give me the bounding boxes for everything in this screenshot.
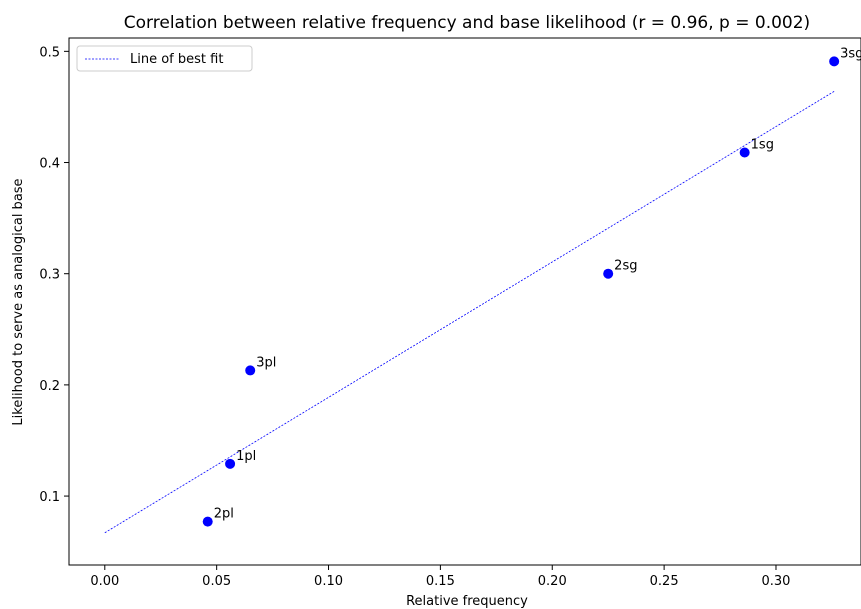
plot-area — [68, 37, 861, 566]
y-tick-label: 0.2 — [39, 379, 60, 394]
point-label-1sg: 1sg — [751, 138, 774, 153]
plot-frame — [68, 37, 861, 566]
y-tick-label: 0.5 — [39, 45, 60, 60]
x-tick-label: 0.05 — [202, 574, 231, 589]
x-tick-label: 0.10 — [314, 574, 343, 589]
legend-box — [76, 45, 253, 72]
point-label-3sg: 3sg — [840, 46, 861, 61]
data-point-2pl — [202, 516, 213, 527]
legend-label: Line of best fit — [130, 52, 223, 67]
data-point-2sg — [603, 268, 614, 279]
y-axis: 0.1 0.2 0.3 0.4 0.5 — [39, 45, 69, 505]
x-tick-label: 0.30 — [762, 574, 791, 589]
x-tick-label: 0.20 — [538, 574, 567, 589]
legend: Line of best fit — [76, 45, 253, 72]
point-label-3pl: 3pl — [256, 355, 276, 370]
y-tick-label: 0.1 — [39, 490, 60, 505]
data-point-3sg — [829, 56, 840, 67]
y-tick-label: 0.4 — [39, 157, 60, 172]
best-fit-line — [104, 91, 835, 534]
points-layer: 3sg 1sg 2sg 3pl 1pl 2pl — [202, 46, 861, 527]
fit-line-layer — [104, 91, 835, 534]
y-axis-label: Likelihood to serve as analogical base — [11, 178, 26, 425]
point-label-2sg: 2sg — [614, 259, 637, 274]
data-point-1sg — [739, 147, 750, 158]
point-label-2pl: 2pl — [214, 507, 234, 522]
data-point-1pl — [225, 458, 236, 469]
x-axis: 0.00 0.05 0.10 0.15 0.20 0.25 0.30 — [90, 565, 790, 589]
point-label-1pl: 1pl — [236, 449, 256, 464]
x-tick-label: 0.25 — [650, 574, 679, 589]
x-tick-label: 0.15 — [426, 574, 455, 589]
data-point-3pl — [245, 365, 256, 376]
chart-title: Correlation between relative frequency a… — [124, 13, 810, 33]
x-tick-label: 0.00 — [90, 574, 119, 589]
y-tick-label: 0.3 — [39, 268, 60, 283]
x-axis-label: Relative frequency — [406, 594, 528, 609]
